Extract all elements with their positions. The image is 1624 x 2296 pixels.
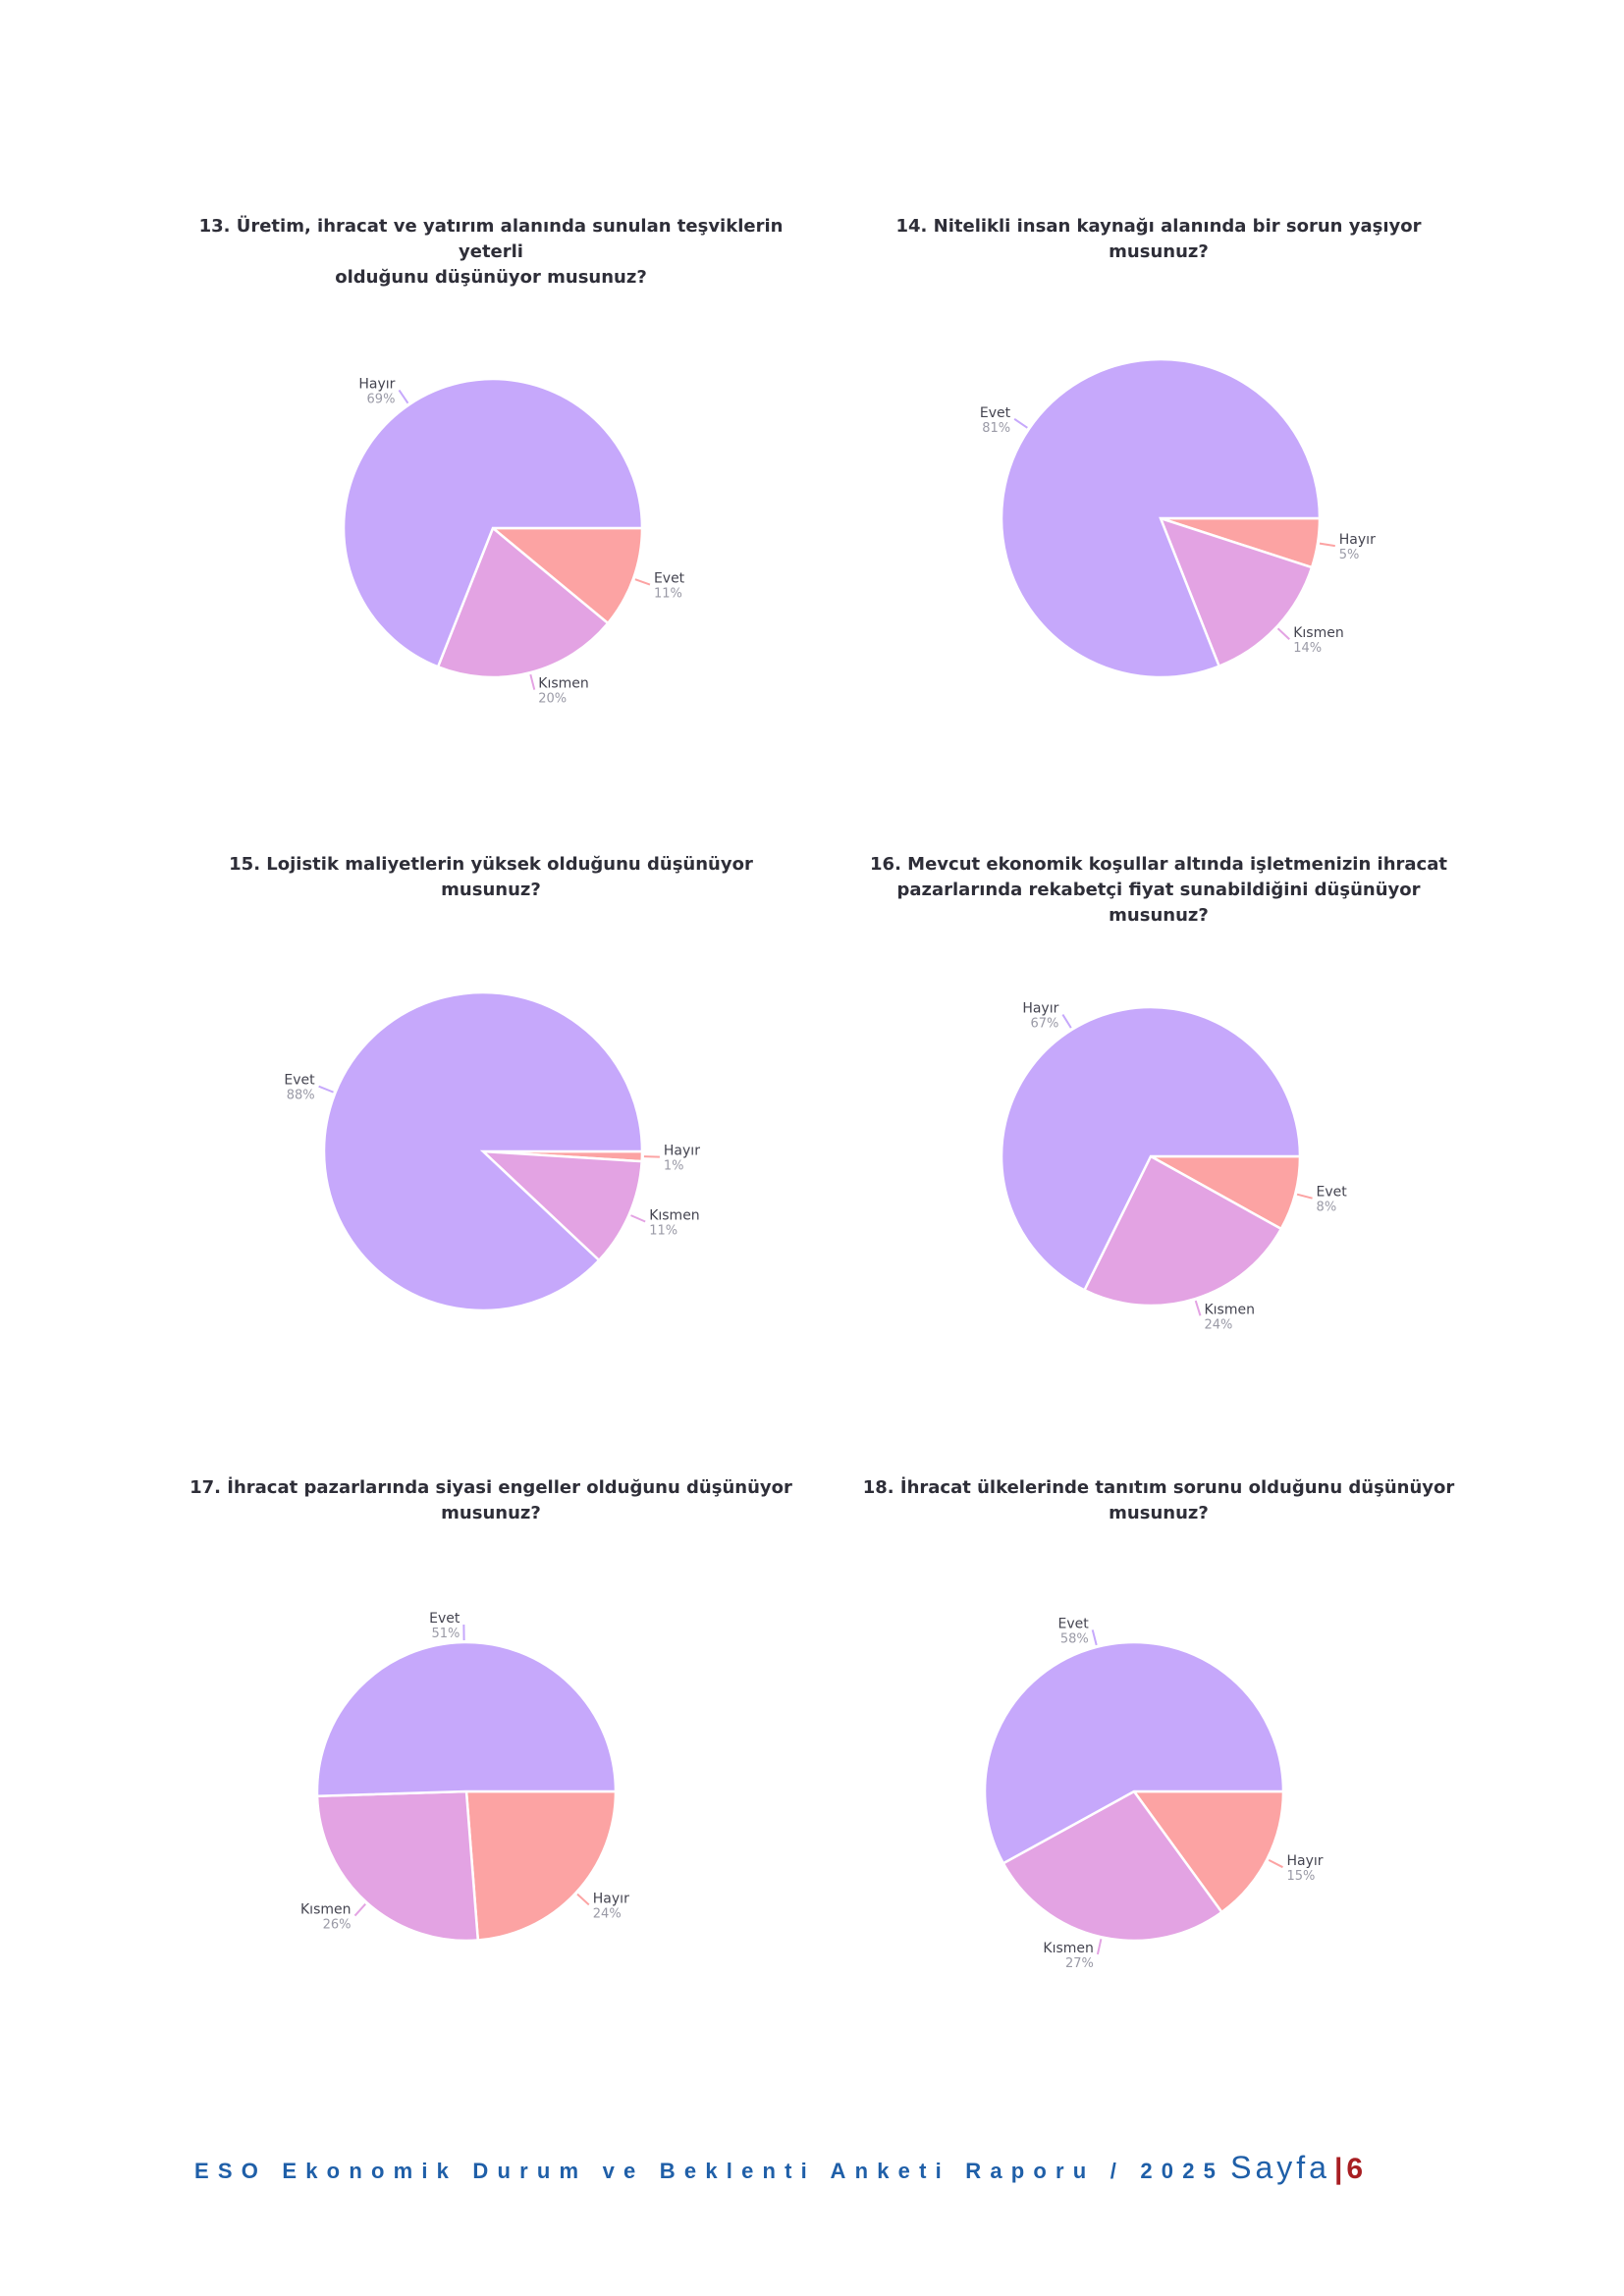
leader-line xyxy=(576,1893,590,1906)
slice-label: Hayır xyxy=(593,1891,629,1906)
chart-17: 17. İhracat pazarlarında siyasi engeller… xyxy=(177,1468,805,2017)
slice-label: Evet xyxy=(1317,1185,1348,1201)
pie-slice-kısmen xyxy=(1082,1154,1283,1308)
chart-title: 14. Nitelikli insan kaynağı alanında bir… xyxy=(895,216,1422,262)
slice-percent: 88% xyxy=(287,1089,315,1103)
pie-slice-hayır xyxy=(464,1789,618,1942)
chart-16: 16. Mevcut ekonomik koşullar altında işl… xyxy=(844,844,1473,1394)
leader-line xyxy=(1319,542,1335,548)
pie-slice-evet xyxy=(315,1640,618,1798)
slice-label: Kısmen xyxy=(649,1207,700,1223)
slice-percent: 81% xyxy=(982,421,1010,436)
slice-percent: 11% xyxy=(649,1223,677,1238)
leader-line xyxy=(634,578,651,586)
leader-line xyxy=(1061,1014,1072,1029)
leader-line xyxy=(1096,1939,1103,1955)
pie-slice-evet xyxy=(322,990,644,1312)
pie-slice-evet xyxy=(983,1640,1285,1865)
pie-slice-hayır xyxy=(1131,1789,1285,1914)
slice-percent: 15% xyxy=(1286,1869,1315,1884)
leader-line xyxy=(1268,1859,1283,1869)
slice-percent: 11% xyxy=(654,587,682,602)
slice-label: Evet xyxy=(284,1073,315,1089)
pie-slice-kısmen xyxy=(1001,1789,1224,1943)
leader-line xyxy=(1276,627,1290,640)
chart-title: 18. İhracat ülkelerinde tanıtım sorunu o… xyxy=(862,1477,1455,1523)
slice-percent: 27% xyxy=(1065,1956,1094,1971)
leader-line xyxy=(318,1085,334,1094)
slice-percent: 58% xyxy=(1060,1631,1089,1646)
slice-label: Evet xyxy=(980,405,1011,421)
page-footer: ESO Ekonomik Durum ve Beklenti Anketi Ra… xyxy=(194,2150,1471,2189)
slice-percent: 24% xyxy=(593,1906,622,1921)
leader-line xyxy=(630,1214,646,1223)
leader-line xyxy=(643,1155,660,1158)
page-separator: | xyxy=(1333,2153,1343,2185)
slice-percent: 51% xyxy=(431,1627,460,1641)
slice-label: Kısmen xyxy=(538,676,589,692)
chart-15: 15. Lojistik maliyetlerin yüksek olduğun… xyxy=(177,844,805,1394)
leader-line xyxy=(1296,1193,1313,1200)
leader-line xyxy=(529,673,536,690)
slice-percent: 5% xyxy=(1339,548,1360,562)
leader-line xyxy=(353,1902,366,1917)
slice-label: Kısmen xyxy=(1043,1941,1094,1956)
chart-title: 13. Üretim, ihracat ve yatırım alanında … xyxy=(198,216,784,288)
slice-label: Hayır xyxy=(1286,1853,1323,1869)
pie-slice-kısmen xyxy=(436,525,610,679)
slice-label: Hayır xyxy=(358,376,395,392)
slice-label: Evet xyxy=(654,571,685,587)
chart-title: 15. Lojistik maliyetlerin yüksek olduğun… xyxy=(229,854,753,900)
slice-label: Hayır xyxy=(1339,532,1376,548)
chart-18: 18. İhracat ülkelerinde tanıtım sorunu o… xyxy=(844,1468,1473,2017)
slice-label: Kısmen xyxy=(1293,625,1344,641)
pie-slice-hayır xyxy=(342,377,644,668)
pie-slice-evet xyxy=(489,526,644,625)
pie-slice-kısmen xyxy=(315,1789,480,1943)
slice-percent: 24% xyxy=(1204,1317,1232,1332)
chart-14: 14. Nitelikli insan kaynağı alanında bir… xyxy=(844,206,1473,756)
slice-percent: 8% xyxy=(1317,1201,1337,1215)
slice-label: Hayır xyxy=(1022,1001,1058,1017)
slice-percent: 69% xyxy=(367,392,396,406)
slice-percent: 20% xyxy=(538,692,567,707)
leader-line xyxy=(1013,417,1028,429)
slice-percent: 26% xyxy=(323,1918,352,1933)
slice-label: Kısmen xyxy=(300,1902,352,1918)
slice-label: Hayır xyxy=(664,1144,700,1159)
pie-slice-hayır xyxy=(1000,1005,1302,1292)
chart-13: 13. Üretim, ihracat ve yatırım alanında … xyxy=(177,206,805,756)
page-number: 6 xyxy=(1346,2153,1364,2185)
pie-slice-kısmen xyxy=(479,1149,644,1262)
slice-label: Kısmen xyxy=(1204,1302,1255,1317)
pie-slice-kısmen xyxy=(1158,515,1314,668)
slice-percent: 14% xyxy=(1293,641,1322,656)
leader-line xyxy=(1194,1300,1202,1316)
pie-slice-evet xyxy=(1000,357,1322,679)
leader-line xyxy=(398,389,409,404)
report-title: ESO Ekonomik Durum ve Beklenti Anketi Ra… xyxy=(194,2159,1225,2183)
slice-percent: 1% xyxy=(664,1159,684,1174)
slice-label: Evet xyxy=(429,1611,460,1627)
slice-label: Evet xyxy=(1057,1616,1089,1631)
chart-title: 17. İhracat pazarlarında siyasi engeller… xyxy=(189,1477,792,1523)
slice-percent: 67% xyxy=(1030,1017,1058,1032)
page-word: Sayfa xyxy=(1230,2150,1330,2185)
chart-title: 16. Mevcut ekonomik koşullar altında işl… xyxy=(870,854,1447,926)
leader-line xyxy=(1091,1629,1098,1646)
